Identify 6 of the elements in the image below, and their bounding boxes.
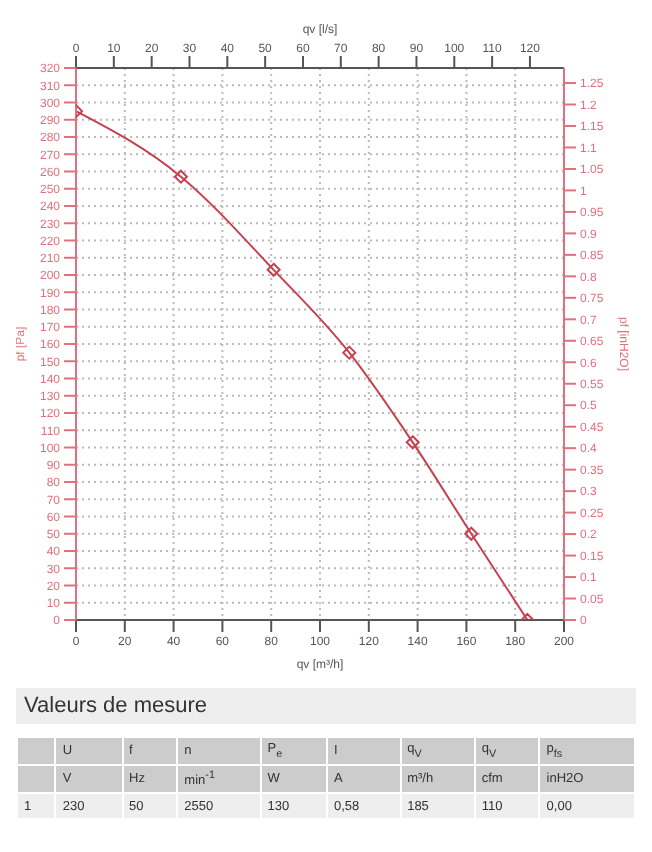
point: [173, 169, 188, 184]
heading-banner: Valeurs de mesure: [16, 688, 636, 724]
point: [266, 262, 281, 277]
point: [405, 435, 420, 450]
point: [342, 345, 357, 360]
point: [464, 526, 479, 541]
